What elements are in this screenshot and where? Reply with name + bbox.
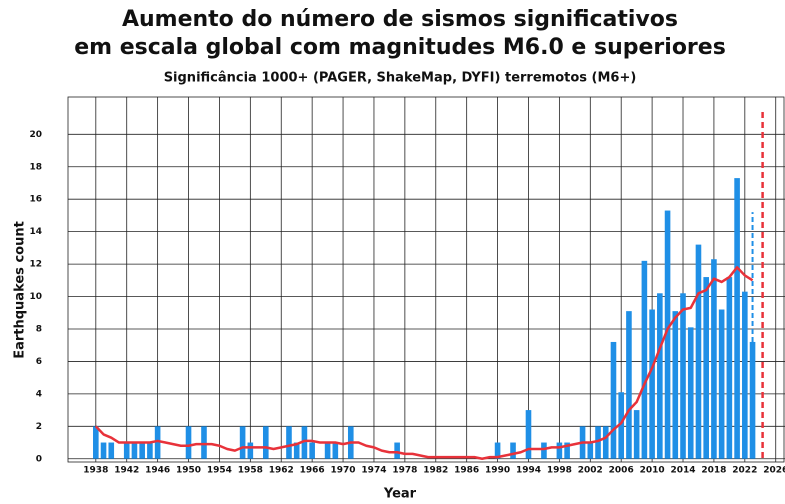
x-tick-label: 1998 [547,466,572,476]
y-tick-label: 2 [36,422,42,432]
bar [680,293,686,459]
bar [301,426,308,459]
x-tick-label: 1982 [423,466,448,476]
x-tick-label: 1978 [392,466,417,476]
y-tick-label: 16 [29,195,42,205]
x-tick-label: 1946 [145,466,170,476]
y-tick-label: 12 [29,260,42,270]
bar [131,442,138,459]
y-tick-label: 6 [36,357,42,367]
bar [718,309,725,459]
bar [703,277,709,459]
bar [734,178,740,459]
bar [185,426,192,459]
x-tick-label: 1958 [238,466,263,476]
x-tick-label: 1966 [300,466,325,476]
x-tick-label: 1954 [207,466,232,476]
x-tick-label: 2006 [609,466,634,476]
x-tick-label: 1962 [269,466,294,476]
bar [309,442,315,459]
bar [239,426,246,459]
bar [610,341,617,459]
x-axis-label: Year [383,487,417,502]
bar [293,442,300,459]
x-tick-label: 2002 [578,466,603,476]
bar [154,426,161,459]
x-tick-label: 2022 [732,466,757,476]
bar [618,392,625,459]
x-tick-label: 2010 [640,466,665,476]
bar [602,426,609,459]
y-tick-label: 18 [29,162,42,172]
x-tick-label: 1950 [176,466,201,476]
bar [525,410,532,459]
bar [139,442,145,459]
y-axis-label: Earthquakes count [13,221,28,359]
bar [595,426,601,459]
chart-title: em escala global com magnitudes M6.0 e s… [74,35,726,60]
bar [649,309,655,459]
chart-title: Aumento do número de sismos significativ… [122,7,678,32]
bar [123,442,130,459]
bar [695,244,702,459]
bar [749,341,756,459]
bar [711,259,717,459]
bar [641,260,648,459]
bar [672,311,679,459]
x-tick-label: 1970 [331,466,356,476]
bar [742,291,748,459]
bar [657,293,663,459]
bar [556,442,563,459]
bar [100,442,107,459]
bar [147,442,153,459]
bar [286,426,292,459]
x-tick-label: 2014 [670,466,695,476]
x-tick-label: 1974 [361,466,386,476]
bar [564,442,570,459]
y-tick-label: 4 [36,389,42,399]
chart-subtitle: Significância 1000+ (PAGER, ShakeMap, DY… [164,71,637,86]
y-tick-label: 0 [36,454,42,464]
bar [108,442,115,459]
bar [633,410,640,459]
bar [394,442,400,459]
y-tick-label: 10 [29,292,42,302]
plot-frame [67,96,785,463]
bar [247,442,254,459]
bar [626,311,632,459]
bar [510,442,516,459]
y-tick-label: 20 [29,130,42,140]
x-tick-label: 1938 [83,466,108,476]
bar [587,442,594,459]
bar [541,442,547,459]
y-tick-label: 8 [36,324,42,334]
x-tick-label: 1986 [454,466,479,476]
x-tick-label: 2018 [701,466,726,476]
bar [664,210,671,459]
x-tick-label: 1994 [516,466,541,476]
bar [324,442,331,459]
moving-average-line [94,266,754,461]
x-tick-label: 1942 [114,466,139,476]
bar [687,327,694,459]
bar [332,442,339,459]
bar [726,277,733,459]
bar [494,442,501,459]
x-tick-label: 1990 [485,466,510,476]
y-tick-label: 14 [29,227,42,237]
x-tick-label: 2026 [763,466,785,476]
bar [93,426,99,459]
bar [262,426,269,459]
bar [201,426,207,459]
